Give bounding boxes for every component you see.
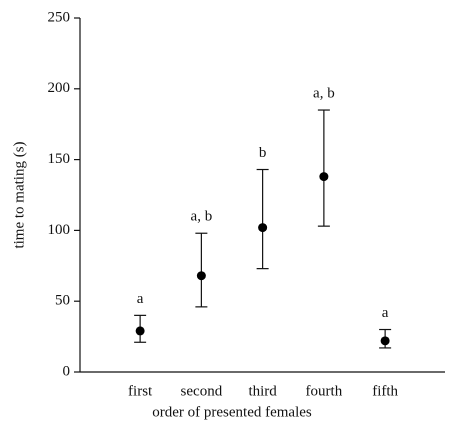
x-axis-label: order of presented females bbox=[152, 404, 312, 420]
y-tick-label: 0 bbox=[63, 363, 71, 379]
y-tick-label: 150 bbox=[48, 151, 71, 167]
y-tick-label: 250 bbox=[48, 9, 71, 25]
x-tick-label: third bbox=[248, 383, 277, 399]
point bbox=[319, 172, 329, 182]
x-tick-label: first bbox=[128, 383, 153, 399]
y-tick-label: 100 bbox=[48, 222, 71, 238]
point bbox=[258, 223, 268, 233]
annotation: a, b bbox=[313, 85, 335, 101]
point bbox=[135, 326, 145, 336]
point bbox=[196, 271, 206, 281]
y-tick-label: 200 bbox=[48, 80, 71, 96]
x-tick-label: second bbox=[181, 383, 223, 399]
annotation: a bbox=[382, 305, 389, 321]
x-tick-label: fourth bbox=[306, 383, 343, 399]
y-axis-label: time to mating (s) bbox=[11, 141, 27, 248]
annotation: a bbox=[137, 291, 144, 307]
annotation: b bbox=[259, 145, 267, 161]
point bbox=[380, 336, 390, 346]
y-tick-label: 50 bbox=[55, 293, 70, 309]
annotation: a, b bbox=[191, 209, 213, 225]
x-tick-label: fifth bbox=[372, 383, 398, 399]
